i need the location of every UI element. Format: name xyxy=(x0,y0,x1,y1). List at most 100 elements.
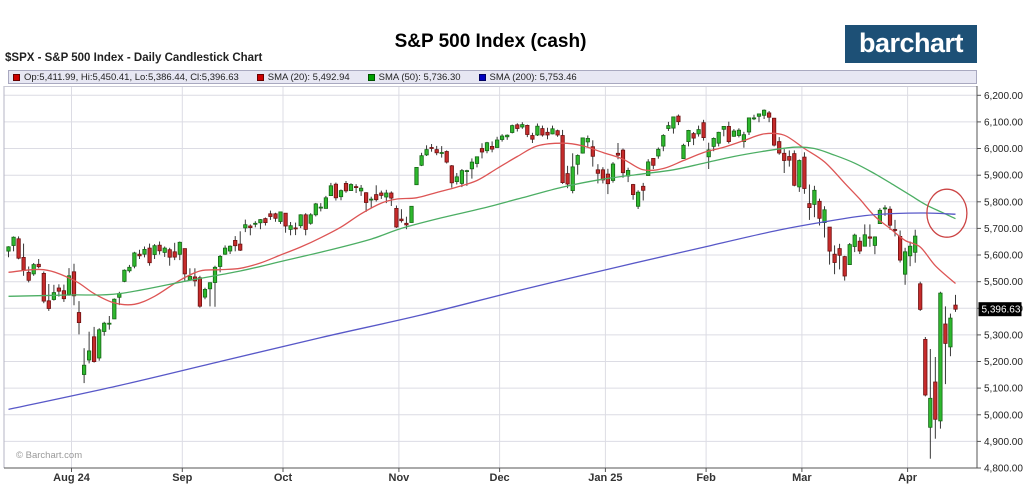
candle xyxy=(127,266,132,272)
candle xyxy=(721,126,726,130)
candle xyxy=(631,184,636,196)
legend-label: Op:5,411.99, Hi:5,450.41, Lo:5,386.44, C… xyxy=(24,71,239,83)
candle xyxy=(857,240,862,252)
candle xyxy=(494,139,500,148)
candle xyxy=(313,203,318,216)
candle xyxy=(812,189,817,205)
candle xyxy=(233,239,238,247)
candle xyxy=(227,245,233,252)
candle xyxy=(701,122,706,139)
x-axis-label: Jan 25 xyxy=(588,472,622,484)
candle xyxy=(202,288,208,298)
candle xyxy=(207,282,213,290)
barchart-logo[interactable]: barchart xyxy=(845,25,977,63)
x-axis-label: Feb xyxy=(696,472,716,484)
candle xyxy=(308,214,313,224)
candle xyxy=(706,149,711,158)
legend-label: SMA (20): 5,492.94 xyxy=(267,71,350,83)
candle xyxy=(948,317,953,348)
sma-line-1 xyxy=(8,146,956,297)
candle xyxy=(620,149,626,174)
candle xyxy=(172,251,177,258)
candle xyxy=(877,209,883,225)
candle xyxy=(419,155,424,166)
y-axis-label: 4,800.00 xyxy=(984,464,1023,475)
candle xyxy=(374,194,379,201)
candle xyxy=(837,248,842,256)
candle xyxy=(862,234,867,247)
x-axis-label: Aug 24 xyxy=(53,472,91,484)
candle xyxy=(767,112,772,118)
candle xyxy=(288,225,293,230)
candle xyxy=(590,146,595,157)
candle xyxy=(656,148,661,157)
candle xyxy=(26,271,31,281)
x-axis-label: Mar xyxy=(792,472,812,484)
candle xyxy=(570,166,575,192)
candle xyxy=(21,256,26,271)
candle xyxy=(102,322,107,332)
candlestick-chart[interactable]: Aug 24 Sep Oct Nov Dec Jan 25 Feb Mar Apr 4,800.0… xyxy=(0,86,1024,494)
candle xyxy=(736,129,742,136)
candle xyxy=(278,211,283,222)
candle xyxy=(187,275,192,281)
candle xyxy=(16,238,21,259)
candle xyxy=(122,269,127,282)
candle xyxy=(610,163,616,181)
chart-symbol-header: $SPX - S&P 500 Index - Daily Candlestick… xyxy=(5,52,263,64)
candle xyxy=(107,322,112,325)
candle xyxy=(777,141,782,154)
y-axis-label: 5,600.00 xyxy=(984,251,1023,262)
candle xyxy=(243,224,248,229)
candle xyxy=(157,244,162,252)
candle xyxy=(923,338,928,396)
candle xyxy=(731,130,737,137)
candle xyxy=(505,134,510,138)
candle xyxy=(641,185,646,191)
y-axis-label: 6,200.00 xyxy=(984,91,1023,102)
candle xyxy=(71,271,77,297)
candle xyxy=(882,207,888,210)
candle xyxy=(696,129,701,135)
candle xyxy=(772,117,777,146)
copyright-watermark: © Barchart.com xyxy=(16,450,83,461)
candle xyxy=(469,161,475,170)
candle xyxy=(303,214,308,230)
candle xyxy=(11,236,16,246)
legend-swatch-icon xyxy=(13,73,20,81)
candle xyxy=(661,135,666,147)
candle xyxy=(384,192,389,198)
candle xyxy=(560,135,565,183)
candle xyxy=(147,247,152,264)
candle xyxy=(92,336,97,363)
candle xyxy=(82,364,87,375)
candle xyxy=(76,312,82,324)
candle xyxy=(394,208,399,228)
x-axis-label: Apr xyxy=(898,472,918,484)
chart-svg[interactable]: Aug 24 Sep Oct Nov Dec Jan 25 Feb Mar Apr 4,800.0… xyxy=(0,86,1024,494)
candle xyxy=(510,125,515,133)
candle xyxy=(847,244,852,266)
candle xyxy=(217,255,223,267)
candle xyxy=(575,155,580,165)
legend-item-3: SMA (200): 5,753.46 xyxy=(478,72,577,83)
candle xyxy=(389,192,394,199)
candle xyxy=(535,125,540,136)
candle xyxy=(741,134,747,143)
candle xyxy=(499,135,505,140)
candle xyxy=(691,133,696,139)
y-axis-label: 6,100.00 xyxy=(984,117,1023,128)
candle xyxy=(555,130,560,136)
candle xyxy=(46,300,51,309)
candle xyxy=(565,173,570,185)
candle xyxy=(802,156,807,189)
candle xyxy=(41,272,46,302)
candle xyxy=(358,187,364,192)
candle xyxy=(867,236,873,239)
candle xyxy=(666,125,671,129)
legend-bar: Op:5,411.99, Hi:5,450.41, Lo:5,386.44, C… xyxy=(8,70,977,84)
candle xyxy=(6,246,11,252)
y-axis-label: 5,800.00 xyxy=(984,197,1023,208)
candle xyxy=(817,200,822,219)
legend-item-1: SMA (20): 5,492.94 xyxy=(256,71,350,83)
